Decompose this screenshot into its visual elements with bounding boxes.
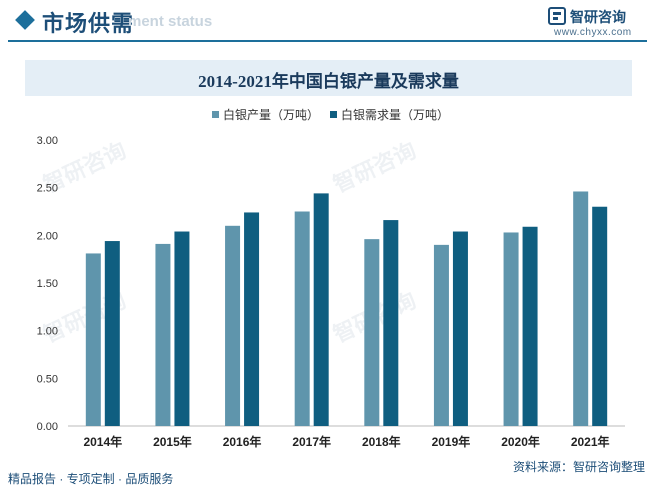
x-tick-label: 2016年 [223, 434, 262, 449]
page-title: 市场供需 [42, 11, 135, 36]
legend-swatch [212, 111, 219, 118]
y-tick-label: 0.00 [37, 421, 58, 433]
bar-chart: 0.00 0.50 1.00 1.50 2.00 2.50 3.00 2014年 2015年 20… [37, 107, 625, 449]
bar-production [155, 243, 171, 426]
footer-tagline: 精品报告 · 专项定制 · 品质服务 [8, 472, 174, 486]
x-tick-label: 2021年 [571, 434, 610, 449]
footer-source: 资料来源：智研咨询整理 [512, 460, 645, 474]
bar-production [433, 244, 449, 426]
bar-production [503, 232, 519, 426]
chart-title: 2014-2021年中国白银产量及需求量 [198, 72, 459, 91]
y-tick-label: 1.50 [37, 278, 58, 290]
bar-demand [244, 212, 260, 426]
brand-url: www.chyxx.com [554, 27, 632, 38]
legend-label: 白银产量（万吨） [223, 107, 319, 122]
legend-label: 白银需求量（万吨） [341, 107, 449, 122]
page-subtitle: ment status [128, 13, 213, 30]
x-tick-label: 2018年 [362, 434, 401, 449]
x-tick-label: 2020年 [501, 434, 540, 449]
bar-demand [522, 226, 538, 426]
legend-swatch [330, 111, 337, 118]
x-tick-label: 2014年 [83, 434, 122, 449]
title-band: 2014-2021年中国白银产量及需求量 [25, 60, 632, 96]
bar-production [364, 239, 380, 426]
y-tick-label: 2.00 [37, 230, 58, 242]
bar-demand [313, 193, 329, 426]
y-tick-label: 1.00 [37, 326, 58, 338]
brand-logo-icon [548, 7, 566, 25]
bar-demand [174, 231, 190, 426]
bar-production [573, 191, 589, 426]
bar-demand [383, 220, 399, 426]
bar-demand [104, 241, 120, 426]
x-tick-label: 2019年 [432, 434, 471, 449]
brand: 智研咨询 www.chyxx.com [548, 6, 643, 40]
y-tick-label: 2.50 [37, 183, 58, 195]
bar-demand [592, 206, 608, 426]
header-diamond-icon [15, 10, 35, 30]
x-tick-label: 2015年 [153, 434, 192, 449]
bar-production [225, 225, 241, 426]
x-tick-label: 2017年 [292, 434, 331, 449]
brand-name: 智研咨询 [570, 9, 626, 25]
y-tick-label: 0.50 [37, 373, 58, 385]
bar-demand [452, 231, 468, 426]
bar-production [85, 253, 101, 426]
bar-production [294, 211, 310, 426]
header-divider [8, 40, 647, 42]
y-tick-label: 3.00 [37, 135, 58, 147]
